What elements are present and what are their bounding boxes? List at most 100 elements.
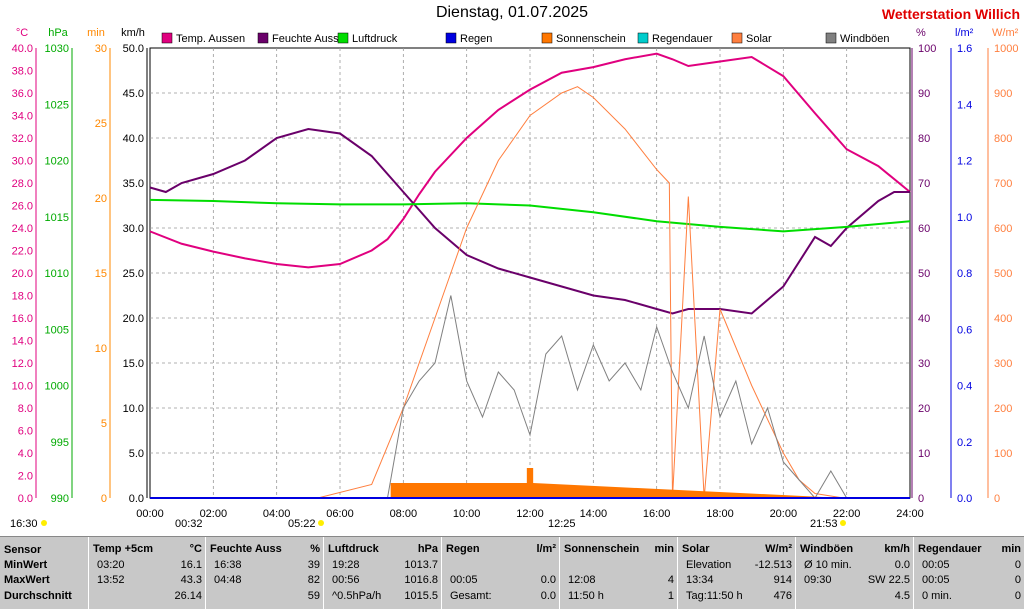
stats-cell-label: Gesamt: [450, 590, 492, 602]
legend-swatch [541, 32, 553, 44]
right-axis-tick: 600 [994, 223, 1012, 235]
stats-header: Regen l/m² [446, 543, 556, 555]
stats-header: Temp +5cm °C [93, 543, 202, 555]
x-tick-label: 02:00 [200, 508, 228, 520]
legend-label: Luftdruck [352, 33, 398, 45]
x-tick-label: 14:00 [580, 508, 608, 520]
legend-swatch [161, 32, 173, 44]
stats-min-row: Ø 10 min. 0.0 [800, 559, 910, 573]
marker-label: 16:30 [10, 518, 38, 530]
stats-cell-label: Tag:11:50 h [686, 590, 743, 602]
marker-label: 12:25 [548, 518, 576, 530]
stats-column: Luftdruck hPa 19:28 1013.7 00:56 1016.8 ^0.5hP… [323, 537, 442, 609]
stats-cell-value: 1015.5 [404, 590, 438, 602]
left-axis-unit: hPa [48, 27, 68, 39]
stats-cell-value: 59 [307, 590, 320, 602]
stats-max-row: 12:08 4 [564, 574, 674, 588]
stats-avg-row: ^0.5hPa/h 1015.5 [328, 590, 438, 604]
left-axis-tick: 2.0 [18, 471, 33, 483]
left-axis-tick: 22.0 [12, 246, 33, 258]
right-axis-tick: 50 [918, 268, 930, 280]
stats-min-row: 16:38 39 [210, 559, 320, 573]
legend-label: Windböen [840, 33, 890, 45]
stats-column: Windböen km/h Ø 10 min. 0.0 09:30 SW 22.5 4.5 [795, 537, 914, 609]
right-axis-tick: 100 [918, 43, 936, 55]
left-axis-tick: 32.0 [12, 133, 33, 145]
right-axis-tick: 400 [994, 313, 1012, 325]
stats-max-row: 13:52 43.3 [93, 574, 202, 588]
stats-max-row: 09:30 SW 22.5 [800, 574, 910, 588]
right-axis-tick: 0.8 [957, 268, 972, 280]
marker-label: 05:22 [288, 518, 316, 530]
left-axis-tick: 38.0 [12, 66, 33, 78]
solar-series [150, 86, 844, 499]
stats-header-title: Luftdruck [328, 543, 379, 555]
legend-label: Temp. Aussen [176, 33, 245, 45]
left-axis-tick: 0.0 [129, 493, 144, 505]
legend-swatch [825, 32, 837, 44]
sensor-label: Sensor [4, 544, 42, 556]
stats-min-row [564, 559, 674, 573]
right-axis-tick: 100 [994, 448, 1012, 460]
stats-header-title: Feuchte Auss [210, 543, 282, 555]
left-axis-tick: 4.0 [18, 448, 33, 460]
row-labels: Sensor MinWert MaxWert Durchschnitt [0, 537, 88, 609]
stats-cell-label: 04:48 [214, 574, 242, 586]
left-axis-unit: °C [16, 27, 28, 39]
stats-cell-value: 43.3 [180, 574, 202, 586]
left-axis-tick: 30.0 [12, 156, 33, 168]
stats-cell-value: 82 [307, 574, 320, 586]
right-axis-tick: 1.6 [957, 43, 972, 55]
stats-cell-label: 00:05 [922, 559, 950, 571]
right-axis-tick: 0.6 [957, 324, 972, 336]
humidity-series [149, 127, 910, 315]
stats-cell-label: Ø 10 min. [804, 559, 852, 571]
left-axis-tick: 20 [95, 193, 107, 205]
x-tick-label: 18:00 [706, 508, 734, 520]
stats-header: Regendauer min [918, 543, 1021, 555]
x-tick-label: 20:00 [770, 508, 798, 520]
right-axis-unit: l/m² [955, 27, 974, 39]
left-axis-tick: 14.0 [12, 336, 33, 348]
right-axis-tick: 80 [918, 133, 930, 145]
x-tick-label: 08:00 [390, 508, 418, 520]
left-axis-tick: 10 [95, 343, 107, 355]
stats-header-title: Temp +5cm [93, 543, 154, 555]
left-axis-unit: min [87, 27, 105, 39]
stats-header-title: Regen [446, 543, 480, 555]
max-label: MaxWert [4, 574, 50, 586]
right-axis-tick: 30 [918, 358, 930, 370]
stats-min-row: 03:20 16.1 [93, 559, 202, 573]
left-axis-tick: 1015 [45, 212, 69, 224]
right-axis-tick: 1.2 [957, 156, 972, 168]
stats-header-unit: km/h [884, 543, 910, 555]
legend-label: Solar [746, 33, 772, 45]
right-axis-tick: 1000 [994, 43, 1018, 55]
right-axis-tick: 500 [994, 268, 1012, 280]
left-axis-tick: 1000 [45, 381, 69, 393]
left-axis-tick: 16.0 [12, 313, 33, 325]
gust-series [150, 295, 848, 499]
sun-icon [318, 520, 324, 526]
left-axis-tick: 50.0 [123, 43, 144, 55]
stats-avg-row: Tag:11:50 h 476 [682, 590, 792, 604]
stats-cell-value: SW 22.5 [867, 574, 910, 586]
stats-min-row: Elevation -12.513 [682, 559, 792, 573]
stats-header-title: Regendauer [918, 543, 982, 555]
left-axis-tick: 1025 [45, 99, 69, 111]
left-axis-tick: 45.0 [123, 88, 144, 100]
left-axis-tick: 25.0 [123, 268, 144, 280]
left-axis-tick: 28.0 [12, 178, 33, 190]
legend-label: Feuchte Auss* [272, 33, 344, 45]
stats-cell-label: 00:05 [450, 574, 478, 586]
stats-cell-label: Elevation [686, 559, 732, 571]
left-axis-tick: 20.0 [123, 313, 144, 325]
stats-max-row: 00:56 1016.8 [328, 574, 438, 588]
right-axis-tick: 0 [918, 493, 924, 505]
stats-cell-value: 0 [1014, 590, 1021, 602]
stats-cell-value: 4 [667, 574, 674, 586]
stats-column: Temp +5cm °C 03:20 16.1 13:52 43.3 26.14 [88, 537, 206, 609]
left-axis-tick: 995 [51, 437, 69, 449]
stats-header-title: Solar [682, 543, 710, 555]
stats-header-title: Sonnenschein [564, 543, 640, 555]
